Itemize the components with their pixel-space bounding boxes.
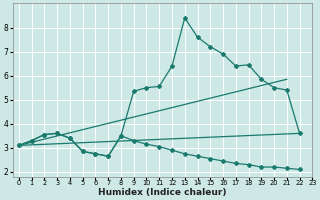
X-axis label: Humidex (Indice chaleur): Humidex (Indice chaleur) bbox=[98, 188, 227, 197]
